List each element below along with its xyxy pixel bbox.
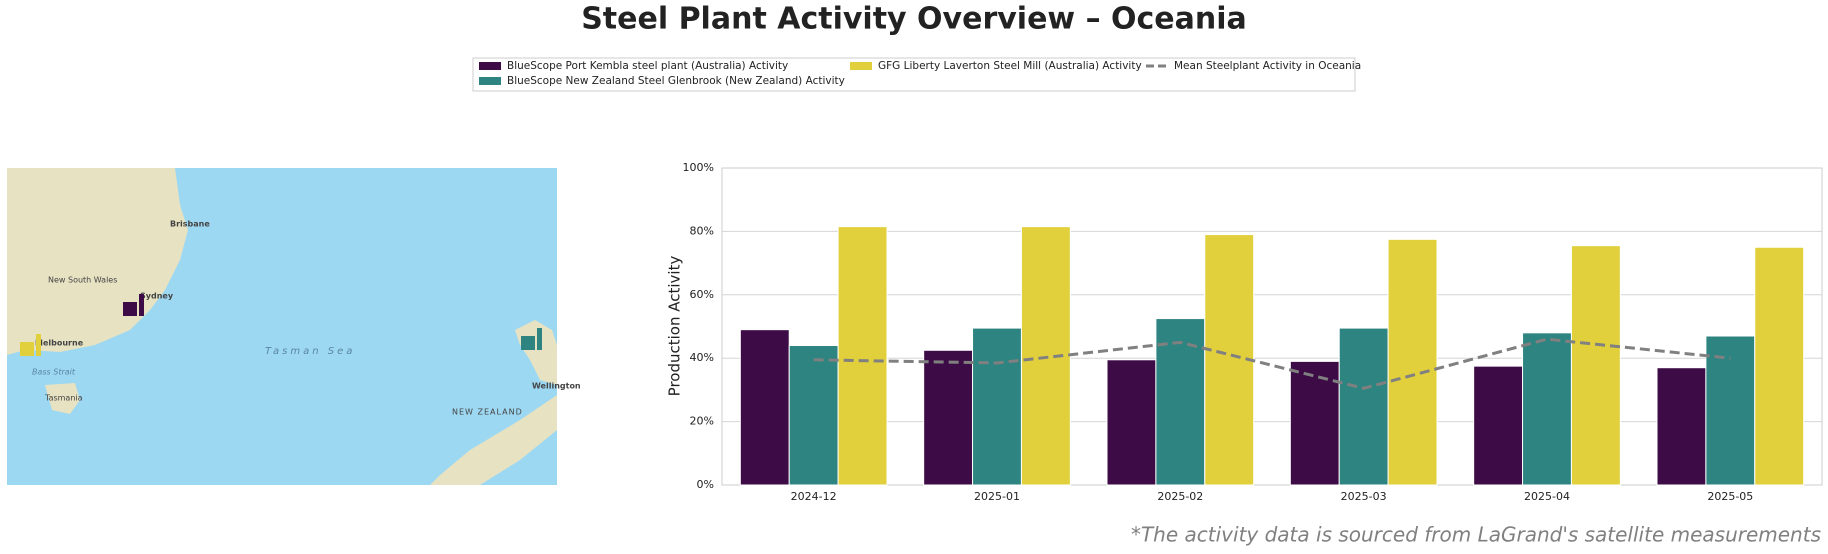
map-label: Sydney — [140, 292, 174, 301]
plant-marker — [123, 294, 144, 316]
legend-label: BlueScope Port Kembla steel plant (Austr… — [507, 60, 788, 72]
plot-frame — [721, 167, 1823, 486]
bar — [1289, 360, 1340, 486]
bar — [1754, 246, 1805, 486]
map-label: Tasmania — [44, 394, 83, 403]
map-land — [430, 395, 557, 485]
bar — [837, 226, 888, 486]
plant-marker — [521, 328, 542, 350]
plant-marker — [20, 334, 41, 356]
bar — [972, 327, 1022, 486]
legend-label: Mean Steelplant Activity in Oceania — [1174, 60, 1361, 72]
chart-title: Steel Plant Activity Overview – Oceania — [581, 2, 1247, 37]
map-label: Bass Strait — [32, 368, 76, 377]
map-label: Brisbane — [170, 220, 210, 229]
map-label: NEW ZEALAND — [452, 408, 523, 417]
legend-label: BlueScope New Zealand Steel Glenbrook (N… — [507, 75, 845, 87]
bar — [923, 349, 974, 486]
footnote: *The activity data is sourced from LaGra… — [1131, 523, 1821, 547]
bar — [1106, 359, 1157, 486]
bar — [1705, 335, 1756, 486]
y-tick-label: 0% — [697, 478, 714, 491]
legend-swatch — [479, 77, 501, 85]
bar — [1656, 367, 1707, 486]
bar — [739, 329, 790, 486]
legend-box — [472, 57, 1356, 92]
bar — [788, 345, 839, 486]
x-tick-label: 2025-05 — [1707, 490, 1753, 503]
legend-swatch — [850, 62, 872, 70]
x-tick-label: 2025-04 — [1524, 490, 1570, 503]
bar — [1387, 238, 1438, 486]
y-tick-label: 60% — [690, 288, 714, 301]
legend-swatch — [479, 62, 501, 70]
map: Brisbane New South Wales Sydney Melbourn… — [7, 168, 581, 485]
map-label: New South Wales — [48, 276, 117, 285]
x-tick-label: 2025-02 — [1157, 490, 1203, 503]
x-tick-label: 2025-01 — [974, 490, 1020, 503]
map-label: Tasman Sea — [265, 346, 355, 357]
y-tick-label: 80% — [690, 224, 714, 237]
legend-label: GFG Liberty Laverton Steel Mill (Austral… — [878, 60, 1142, 72]
y-tick-label: 40% — [690, 351, 714, 364]
bar — [1570, 245, 1621, 486]
mean-line — [813, 337, 1731, 390]
y-tick-label: 100% — [683, 161, 714, 174]
x-tick-label: 2024-12 — [791, 490, 837, 503]
y-tick-label: 20% — [690, 415, 714, 428]
x-tick-label: 2025-03 — [1341, 490, 1387, 503]
map-label: Melbourne — [35, 339, 84, 348]
bar — [1338, 327, 1389, 486]
map-label: Wellington — [532, 382, 581, 391]
bar — [1522, 332, 1572, 486]
y-axis-label: Production Activity — [666, 256, 684, 397]
bar — [1473, 365, 1524, 486]
map-land — [45, 383, 80, 414]
